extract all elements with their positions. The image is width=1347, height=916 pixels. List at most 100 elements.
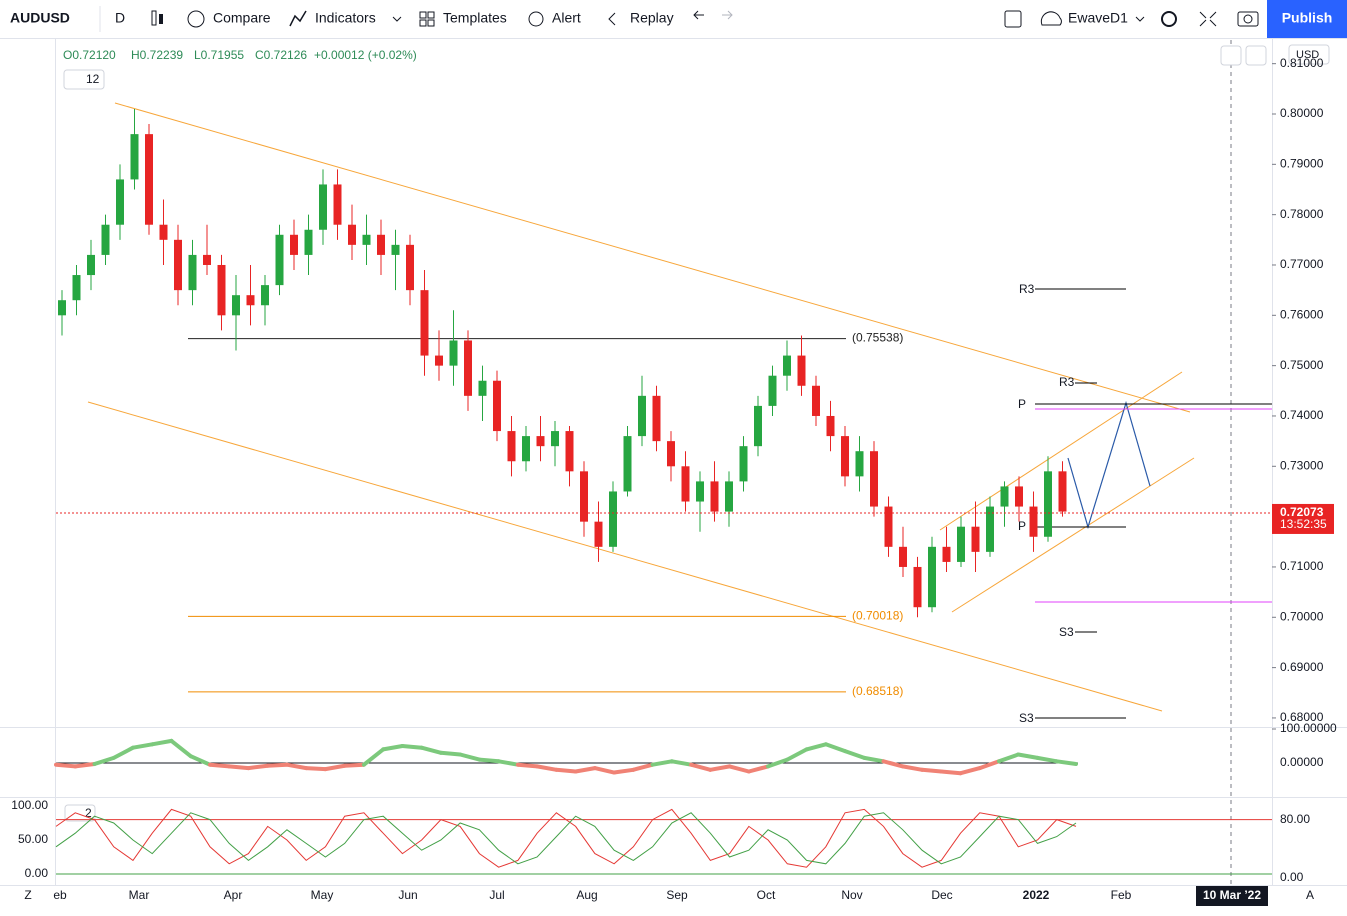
replay-icon[interactable] (608, 12, 616, 26)
publish-button[interactable] (1267, 0, 1347, 38)
pivot-label: S3 (1059, 625, 1074, 639)
osc-segment (515, 762, 540, 769)
osc-segment (130, 742, 155, 750)
candle-body (957, 526, 965, 562)
reset-button[interactable] (1245, 45, 1267, 66)
y-tick-label: 0.81000 (1280, 56, 1324, 70)
pivot-label: P (1018, 519, 1026, 533)
candle-body (319, 184, 327, 230)
compare-icon[interactable] (187, 10, 205, 28)
candle-body (261, 285, 269, 306)
osc-segment (54, 762, 78, 769)
candle-body (435, 355, 443, 366)
settings-icon[interactable] (1161, 11, 1177, 27)
osc-segment (458, 752, 482, 762)
x-tick-label: May (311, 888, 334, 902)
x-tick-label: Jul (489, 888, 504, 902)
osc-segment (843, 749, 867, 760)
legend-counter[interactable]: 12 (86, 72, 100, 86)
stoch-tick-label: 100.00 (11, 798, 48, 812)
undo[interactable] (693, 10, 704, 20)
candle-body (768, 375, 777, 406)
candle-body (116, 179, 124, 225)
channel-line (951, 457, 1195, 613)
indicators-icon[interactable] (289, 10, 307, 27)
osc-segment (73, 762, 97, 769)
osc-segment (862, 755, 886, 764)
x-tick-label: Oct (757, 888, 776, 902)
channel-line (87, 401, 1163, 712)
candle-body (609, 491, 617, 547)
candle-body (290, 234, 298, 255)
osc-segment (361, 747, 386, 767)
templates-icon[interactable] (419, 11, 427, 19)
candle-body (464, 340, 472, 396)
scroll-button[interactable] (1220, 45, 1242, 66)
projection-path (1067, 400, 1151, 530)
osc-segment (823, 742, 848, 754)
ohlc-low: L0.71955 (194, 48, 244, 62)
alert-icon[interactable] (528, 11, 544, 27)
symbol[interactable]: AUDUSD (10, 10, 70, 26)
osc-segment (477, 757, 501, 764)
redo[interactable] (722, 10, 733, 20)
candle-body (420, 290, 429, 356)
collapse-box[interactable] (63, 69, 105, 90)
candle-body (391, 244, 400, 255)
osc-segment (169, 738, 193, 759)
candle-icon[interactable] (151, 10, 157, 26)
osc-segment (612, 767, 636, 775)
osc-segment (342, 762, 366, 768)
pivot-label: S3 (1019, 711, 1034, 725)
candle-body (304, 229, 313, 255)
x-tick-label: Dec (931, 888, 952, 902)
layout-icon[interactable] (1004, 10, 1022, 28)
templates-button[interactable]: Templates (443, 10, 507, 26)
snapshot-icon[interactable] (1237, 11, 1259, 27)
layout-name[interactable]: EwaveD1 (1068, 10, 1128, 26)
compare-button[interactable]: Compare (213, 10, 271, 26)
y-tick-label: 0.76000 (1280, 307, 1324, 321)
candle-body (594, 521, 603, 547)
osc-segment (554, 767, 578, 774)
interval[interactable]: D (115, 10, 125, 26)
candle-body (478, 380, 487, 396)
auto-button[interactable]: A (1306, 888, 1314, 902)
candle-body (159, 224, 168, 240)
osc-segment (804, 742, 828, 752)
currency[interactable]: USD (1296, 49, 1319, 61)
osc-segment (958, 766, 982, 776)
candle-body (72, 275, 81, 301)
y-tick-label: 0.73000 (1280, 458, 1324, 472)
osc-segment (650, 759, 674, 767)
publish-label[interactable]: Publish (1282, 10, 1333, 26)
channel-line (114, 102, 1191, 413)
cloud-icon[interactable] (1040, 11, 1062, 26)
alert-button[interactable]: Alert (552, 10, 581, 26)
candle-body (1000, 486, 1009, 507)
fullscreen-icon[interactable] (1199, 11, 1217, 27)
replay-button[interactable]: Replay (630, 10, 674, 26)
zoom-button[interactable]: Z (24, 888, 31, 902)
indicators-button[interactable]: Indicators (315, 10, 376, 26)
osc-segment (227, 764, 251, 771)
candle-body (899, 546, 907, 567)
candle-body (217, 264, 226, 316)
osc-segment (265, 762, 289, 768)
toolbar (0, 0, 1347, 38)
candle-body (783, 355, 791, 376)
candle-body (942, 546, 951, 562)
candle-body (884, 506, 893, 547)
candle-body (493, 380, 501, 432)
x-tick-label: Sep (666, 888, 688, 902)
channel-line (939, 371, 1183, 531)
pane-counter: 2 (85, 806, 92, 820)
candle-body (87, 254, 95, 276)
y-tick-label: 0.79000 (1280, 156, 1324, 170)
countdown: 13:52:35 (1280, 517, 1327, 531)
candle-body (522, 436, 530, 462)
currency-box[interactable] (1288, 44, 1330, 65)
date-cursor-label: 10 Mar ’22 (1203, 888, 1261, 902)
candle-body (174, 239, 182, 291)
osc-segment (381, 744, 405, 752)
